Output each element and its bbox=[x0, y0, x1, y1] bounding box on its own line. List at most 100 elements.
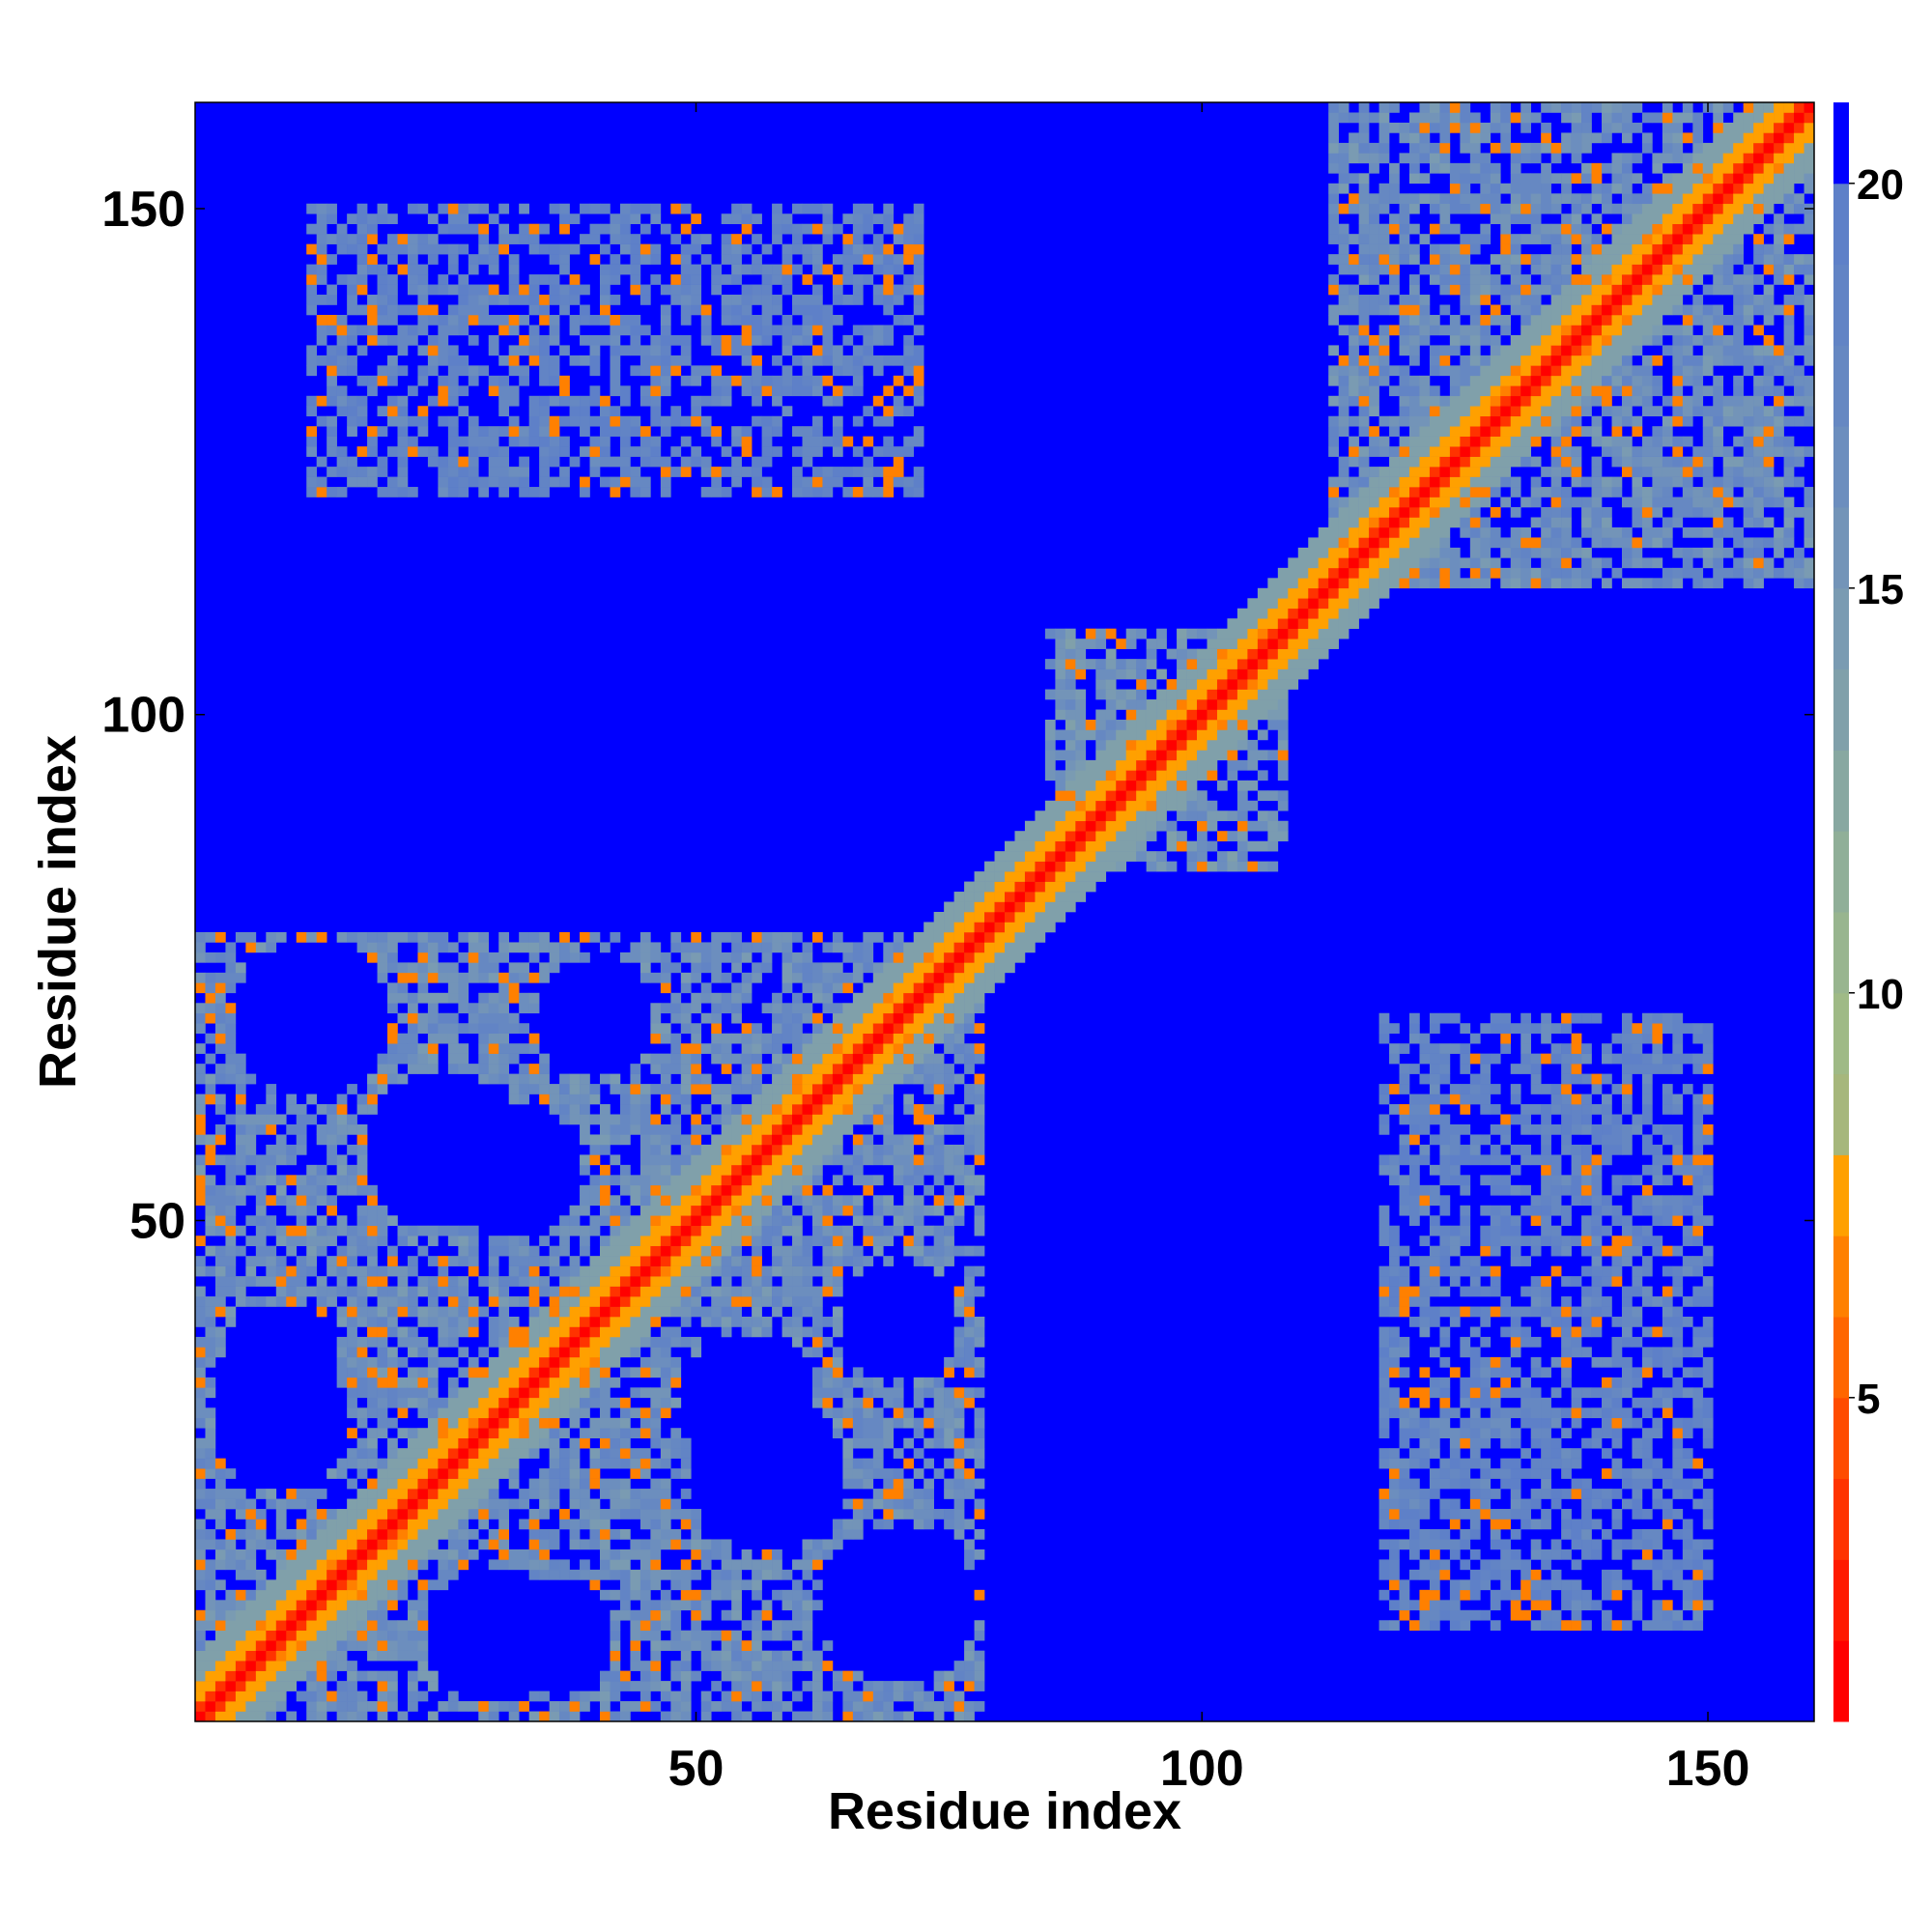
heatmap-cell bbox=[680, 1084, 692, 1094]
heatmap-cell bbox=[427, 1468, 439, 1479]
heatmap-cell bbox=[589, 203, 601, 214]
heatmap-cell bbox=[630, 1609, 641, 1621]
heatmap-cell bbox=[639, 254, 651, 265]
heatmap-cell bbox=[761, 1701, 773, 1712]
heatmap-cell bbox=[336, 1215, 348, 1227]
heatmap-cell bbox=[630, 1458, 641, 1469]
heatmap-cell bbox=[811, 1397, 823, 1408]
heatmap-cell bbox=[316, 1609, 327, 1621]
heatmap-cell bbox=[519, 942, 529, 953]
heatmap-cell bbox=[691, 1347, 702, 1358]
heatmap-cell bbox=[600, 243, 611, 255]
heatmap-cell bbox=[639, 295, 651, 305]
heatmap-cell bbox=[953, 1701, 965, 1712]
heatmap-cell bbox=[1166, 840, 1178, 852]
heatmap-cell bbox=[639, 1104, 651, 1115]
heatmap-cell bbox=[347, 274, 357, 285]
heatmap-cell bbox=[741, 1579, 753, 1591]
heatmap-cell bbox=[772, 1094, 782, 1105]
heatmap-cell bbox=[306, 446, 318, 457]
heatmap-cell bbox=[822, 1073, 834, 1085]
heatmap-cell bbox=[1125, 729, 1137, 741]
heatmap-cell bbox=[852, 1478, 864, 1490]
heatmap-cell bbox=[195, 1114, 206, 1125]
heatmap-cell bbox=[356, 1276, 368, 1287]
heatmap-cell bbox=[296, 1205, 307, 1216]
heatmap-cell bbox=[610, 1347, 621, 1358]
heatmap-cell bbox=[336, 467, 348, 477]
heatmap-cell bbox=[1055, 901, 1066, 913]
heatmap-cell bbox=[508, 1326, 520, 1338]
heatmap-cell bbox=[610, 1417, 621, 1429]
heatmap-cell bbox=[498, 1417, 510, 1429]
heatmap-cell bbox=[275, 1184, 287, 1196]
heatmap-cell bbox=[478, 1053, 490, 1065]
heatmap-cell bbox=[872, 254, 884, 265]
heatmap-cell bbox=[893, 406, 904, 417]
heatmap-cell bbox=[792, 203, 803, 214]
heatmap-cell bbox=[356, 223, 368, 235]
heatmap-cell bbox=[903, 274, 915, 285]
heatmap-cell bbox=[195, 1164, 206, 1176]
heatmap-cell bbox=[822, 1367, 834, 1378]
heatmap-cell bbox=[811, 345, 823, 356]
heatmap-cell bbox=[680, 334, 692, 346]
heatmap-cell bbox=[610, 1630, 621, 1641]
heatmap-cell bbox=[944, 1387, 954, 1399]
heatmap-cell bbox=[528, 1367, 540, 1378]
heatmap-cell bbox=[832, 1134, 843, 1146]
heatmap-cell bbox=[387, 1620, 398, 1632]
heatmap-cell bbox=[356, 1336, 368, 1348]
heatmap-cell bbox=[883, 334, 895, 346]
heatmap-cell bbox=[549, 254, 560, 265]
heatmap-cell bbox=[974, 1650, 985, 1662]
heatmap-cell bbox=[883, 952, 895, 963]
heatmap-cell bbox=[195, 1003, 206, 1014]
heatmap-cell bbox=[528, 942, 540, 953]
heatmap-cell bbox=[964, 1437, 975, 1449]
heatmap-cell bbox=[296, 1579, 307, 1591]
heatmap-cell bbox=[306, 365, 318, 377]
heatmap-cell bbox=[569, 1458, 581, 1469]
heatmap-cell bbox=[214, 931, 226, 943]
heatmap-cell bbox=[225, 1661, 237, 1671]
heatmap-cell bbox=[1055, 648, 1066, 660]
heatmap-cell bbox=[944, 992, 954, 1004]
heatmap-cell bbox=[508, 1053, 520, 1065]
heatmap-cell bbox=[569, 415, 581, 427]
heatmap-cell bbox=[488, 1245, 499, 1257]
heatmap-cell bbox=[367, 1084, 378, 1094]
heatmap-cell bbox=[923, 1114, 934, 1125]
heatmap-cell bbox=[639, 1164, 651, 1176]
heatmap-cell bbox=[811, 1670, 823, 1682]
heatmap-cell bbox=[356, 1468, 368, 1479]
heatmap-cell bbox=[316, 264, 327, 275]
heatmap-cell bbox=[356, 1437, 368, 1449]
heatmap-cell bbox=[731, 1661, 742, 1671]
heatmap-cell bbox=[741, 1134, 753, 1146]
heatmap-cell bbox=[1105, 739, 1117, 751]
heatmap-cell bbox=[214, 1579, 226, 1591]
heatmap-cell bbox=[478, 942, 490, 953]
heatmap-cell bbox=[1166, 820, 1178, 832]
heatmap-cell bbox=[630, 1498, 641, 1510]
heatmap-cell bbox=[600, 1265, 611, 1277]
heatmap-cell bbox=[903, 1053, 915, 1065]
heatmap-cell bbox=[580, 1306, 590, 1318]
heatmap-cell bbox=[1085, 840, 1096, 852]
heatmap-cell bbox=[336, 1640, 348, 1651]
heatmap-cell bbox=[1044, 750, 1056, 761]
heatmap-cell bbox=[519, 1397, 529, 1408]
heatmap-cell bbox=[438, 1012, 449, 1024]
heatmap-cell bbox=[1005, 962, 1015, 974]
heatmap-cell bbox=[852, 1134, 864, 1146]
heatmap-cell bbox=[680, 1276, 692, 1287]
heatmap-cell bbox=[549, 1711, 560, 1722]
heatmap-cell bbox=[944, 1144, 954, 1155]
heatmap-cell bbox=[731, 213, 742, 225]
heatmap-cell bbox=[1055, 892, 1066, 902]
heatmap-cell bbox=[195, 1256, 206, 1266]
heatmap-cell bbox=[205, 1569, 216, 1580]
heatmap-cell bbox=[1116, 840, 1126, 852]
heatmap-cell bbox=[447, 1225, 459, 1236]
